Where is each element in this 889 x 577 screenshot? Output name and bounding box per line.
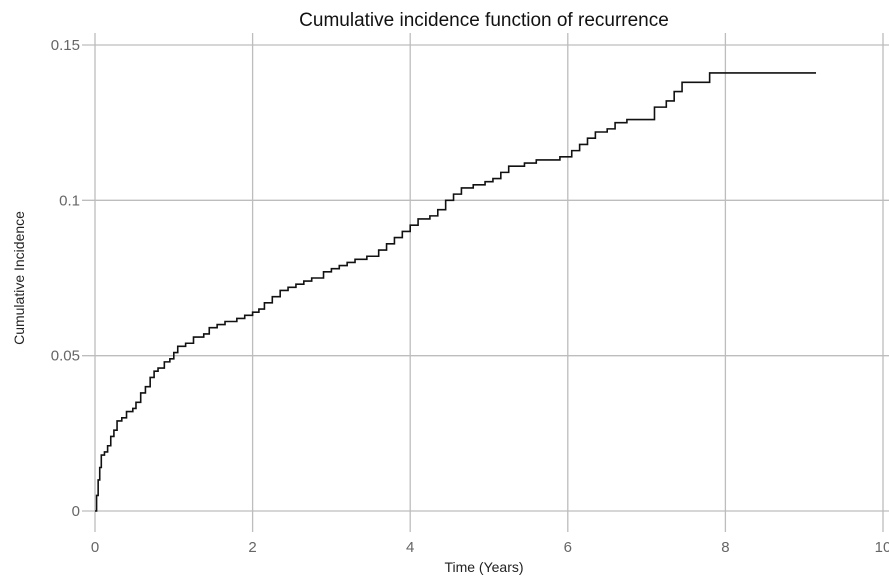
x-tick-label: 8 <box>721 539 729 556</box>
y-tick-label: 0.15 <box>51 37 80 54</box>
y-tick-label: 0.1 <box>59 192 80 209</box>
x-tick-label: 2 <box>248 539 256 556</box>
x-tick-labels: 0 2 4 6 8 10 <box>91 539 889 556</box>
x-gridlines <box>94 33 884 532</box>
y-tick-label: 0 <box>72 503 80 520</box>
x-axis-label: Time (Years) <box>444 559 523 575</box>
x-tick-label: 10 <box>875 539 889 556</box>
y-gridlines <box>82 44 889 512</box>
y-tick-labels: 0 0.05 0.1 0.15 <box>51 37 80 520</box>
x-tick-label: 4 <box>406 539 414 556</box>
x-tick-label: 6 <box>564 539 572 556</box>
x-tick-label: 0 <box>91 539 99 556</box>
y-tick-label: 0.05 <box>51 348 80 365</box>
incidence-step-line <box>95 72 817 512</box>
chart-title: Cumulative incidence function of recurre… <box>299 10 669 31</box>
y-axis-label: Cumulative Incidence <box>11 211 27 345</box>
